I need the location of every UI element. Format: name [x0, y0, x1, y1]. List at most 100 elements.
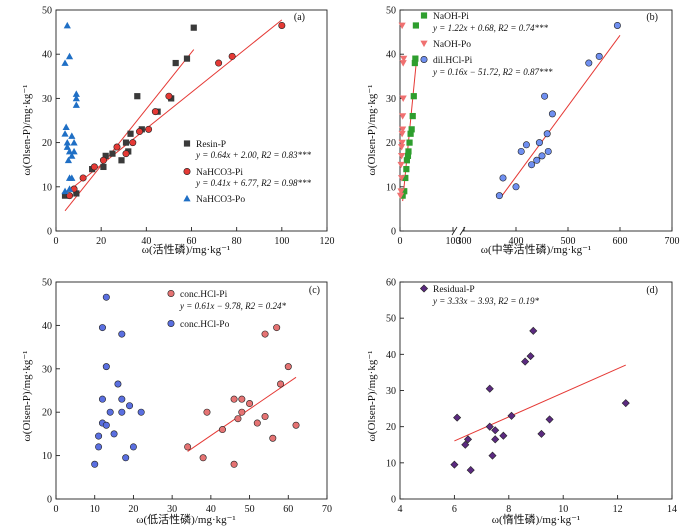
x-tick-label: 500	[561, 236, 576, 247]
data-point	[261, 330, 269, 338]
data-point	[68, 152, 76, 159]
data-point	[399, 126, 407, 133]
legend-marker	[183, 140, 191, 147]
x-tick-label: 40	[206, 504, 216, 515]
data-point	[278, 21, 286, 29]
y-tick-label: 30	[386, 386, 396, 397]
data-point	[284, 363, 292, 371]
data-point	[65, 52, 74, 60]
data-point	[450, 460, 459, 469]
data-point	[398, 22, 406, 30]
data-point	[292, 421, 300, 429]
panel-b-label: (b)	[646, 12, 658, 23]
x-tick-label: 120	[320, 236, 335, 247]
panel-b-ylabel: ω(Olsen-P)/mg·kg⁻¹	[366, 85, 378, 176]
data-point	[70, 147, 78, 155]
x-tick-label: 30	[167, 504, 177, 515]
data-point	[184, 443, 192, 451]
data-point	[402, 174, 409, 182]
x-tick-label: 0	[54, 236, 59, 247]
legend-marker	[419, 284, 429, 293]
data-point	[102, 293, 110, 301]
data-point	[98, 324, 106, 332]
data-point	[106, 408, 114, 416]
x-tick-label: 0	[398, 236, 403, 247]
x-tick-label: 12	[613, 504, 623, 515]
data-point	[485, 384, 494, 393]
data-point	[102, 363, 110, 371]
data-point	[234, 415, 242, 423]
plot-frame	[55, 281, 328, 500]
y-tick-label: 20	[42, 138, 52, 149]
legend-equation: y = 3.33x − 3.93, R2 = 0.19*	[432, 296, 539, 306]
data-point	[129, 139, 137, 147]
legend-marker	[167, 289, 175, 297]
legend-equation: y = 0.16x − 51.72, R2 = 0.87***	[432, 67, 553, 77]
data-point	[118, 395, 126, 403]
data-point	[533, 156, 541, 164]
data-point	[110, 430, 118, 438]
data-point	[613, 21, 621, 29]
x-tick-label: 50	[245, 504, 255, 515]
data-point	[401, 188, 408, 195]
data-point	[95, 443, 103, 451]
panel-b: ω(Olsen-P)/mg·kg⁻¹ ω(中等活性磷)/mg·kg⁻¹ (b) …	[366, 6, 680, 257]
data-point	[277, 380, 285, 388]
panel-d-label: (d)	[646, 285, 658, 296]
y-tick-label: 30	[386, 94, 396, 105]
legend-label: NaHCO3-Po	[196, 195, 245, 205]
x-tick-label: 10	[558, 504, 568, 515]
data-point	[68, 174, 76, 181]
data-point	[114, 380, 122, 388]
data-point	[535, 139, 543, 147]
data-point	[172, 59, 179, 67]
legend-equation: y = 0.41x + 6.77, R2 = 0.98***	[195, 178, 311, 188]
x-tick-label: 0	[54, 504, 59, 515]
legend-label: Residual-P	[433, 285, 475, 295]
data-point	[397, 161, 405, 169]
x-tick-label: 100	[274, 236, 289, 247]
legend-label: conc.HCl-Pi	[180, 290, 228, 300]
data-point	[73, 190, 80, 197]
data-point	[113, 143, 121, 151]
x-tick-label: 80	[232, 236, 242, 247]
data-point	[407, 130, 414, 137]
data-point	[253, 419, 261, 427]
data-point	[585, 59, 593, 67]
y-tick-label: 0	[47, 227, 52, 238]
y-tick-label: 10	[386, 458, 396, 469]
data-point	[399, 95, 407, 102]
data-point	[246, 400, 254, 408]
x-tick-label: 20	[128, 504, 138, 515]
data-point	[61, 59, 69, 66]
data-point	[65, 185, 74, 192]
data-point	[118, 330, 126, 338]
data-point	[122, 150, 130, 158]
data-point	[90, 163, 98, 171]
data-point	[63, 143, 71, 150]
data-point	[61, 187, 69, 195]
legend-marker	[183, 168, 191, 176]
panel-d-xlabel: ω(惰性磷)/mg·kg⁻¹	[492, 512, 580, 526]
data-point	[109, 150, 116, 157]
data-point	[548, 110, 556, 118]
data-point	[65, 147, 74, 155]
data-point	[543, 130, 551, 138]
x-tick-label: 60	[283, 504, 293, 515]
legend-label: dil.HCl-Pi	[433, 56, 473, 66]
x-tick-label: 100	[446, 236, 461, 247]
data-point	[95, 432, 103, 440]
x-tick-label: 700	[665, 236, 680, 247]
fit-line	[454, 364, 626, 442]
data-point	[621, 399, 630, 408]
data-point	[398, 139, 406, 147]
data-point	[99, 156, 107, 164]
legend-label: Resin-P	[196, 140, 226, 150]
x-tick-label: 40	[141, 236, 151, 247]
legend-equation: y = 1.22x + 0.68, R2 = 0.74***	[432, 23, 548, 33]
legend-label: NaOH-Pi	[433, 12, 469, 22]
data-point	[238, 395, 246, 403]
y-tick-label: 0	[47, 495, 52, 506]
y-tick-label: 20	[386, 138, 396, 149]
data-point	[400, 55, 408, 63]
